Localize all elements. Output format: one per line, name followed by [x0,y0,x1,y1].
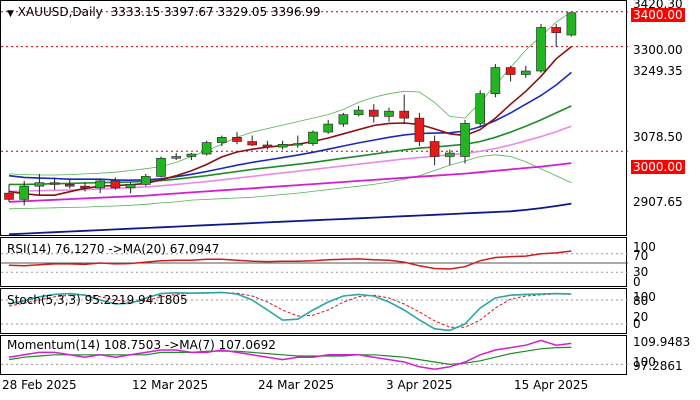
candle-body [308,131,318,144]
candle-body [186,153,197,157]
rsi-axis: 100 70 30 0 [627,237,700,289]
stoch-label-80: 80 [633,294,649,308]
candle-body [125,184,136,189]
candle-body [49,182,60,185]
rsi-label-0: 0 [633,275,641,289]
candle-body [201,142,212,155]
candle-body [34,182,45,187]
date-label-2: 12 Mar 2025 [132,378,209,392]
candle-body [217,137,227,143]
candle-body [444,152,455,157]
momentum-chart-svg [1,339,628,370]
candle-body [414,117,425,142]
date-label-3: 24 Mar 2025 [258,378,335,392]
momentum-label-100: 100 [633,355,656,369]
ma-line-dark-red [8,45,572,196]
momentum-label-97: 97.2861 [633,359,683,373]
rsi-chart-svg [1,250,628,273]
candle-body [277,143,288,148]
candle-body [551,27,562,33]
price-panel-title: ▼ XAUUSD,Daily 3333.15 3397.67 3329.05 3… [7,5,321,19]
ohlc-label: 3333.15 3397.67 3329.05 3396.99 [110,5,321,19]
ma-line-band-dn [8,154,572,210]
stoch-label-0: 0 [633,317,641,331]
rsi-panel[interactable]: RSI(14) 76.1270 ->MA(20) 67.0947 [0,237,628,287]
price-label-3249: 3249.35 [633,64,683,78]
rsi-panel-title: RSI(14) 76.1270 ->MA(20) 67.0947 [7,242,220,256]
ma-line-magenta [8,162,572,203]
candle-body [232,137,242,142]
candle-body [353,109,364,115]
candle-body [520,70,531,75]
rsi-label-30: 30 [633,265,649,279]
momentum-panel[interactable]: Momentum(14) 108.7503 ->MA(7) 107.0692 [0,335,628,375]
price-label-3078: 3078.50 [633,130,683,144]
stoch-panel-title: Stoch(5,3,3) 95.2219 94.1805 [7,293,188,307]
candle-body [384,110,394,117]
rsi-label-70: 70 [633,249,649,263]
date-label-1: 28 Feb 2025 [2,378,77,392]
date-label-4: 3 Apr 2025 [386,378,453,392]
candle-body [141,176,151,185]
momentum-panel-title: Momentum(14) 108.7503 ->MA(7) 107.0692 [7,338,276,352]
candle-body [490,67,501,95]
candle-body [65,184,75,187]
candle-body [80,185,90,189]
candle-body [262,144,273,148]
price-chart-svg [1,11,628,236]
price-panel[interactable]: ▼ XAUUSD,Daily 3333.15 3397.67 3329.05 3… [0,0,628,236]
stoch-label-100: 100 [633,290,656,304]
price-tag-3000: 3000.00 [631,160,685,174]
stoch-label-20: 20 [633,310,649,324]
stoch-panel[interactable]: Stoch(5,3,3) 95.2219 94.1805 [0,288,628,334]
candle-body [460,123,470,157]
ma-line-navy [8,202,572,236]
candle-body [338,114,349,125]
candle-body [368,109,379,117]
candle-body [292,143,303,146]
stoch-main-line [8,291,572,332]
ma-line-blue [8,71,572,182]
price-label-2907: 2907.65 [633,195,683,209]
candle-body [95,180,105,189]
symbol-label: XAUUSD,Daily [17,5,103,19]
momentum-axis: 109.9483 100 97.2861 [627,335,700,375]
candle-body [247,141,257,146]
candle-body [536,27,546,72]
momentum-label-109: 109.9483 [633,335,691,349]
candle-body [399,110,410,119]
candle-body [110,180,121,189]
rsi-label-100: 100 [633,240,656,254]
momentum-main-line [8,339,572,370]
date-label-5: 15 Apr 2025 [514,378,589,392]
stoch-chart-svg [1,291,628,332]
rsi-line [8,250,572,270]
candle-body [429,141,440,157]
candle-body [19,185,30,200]
stoch-axis: 100 80 20 0 [627,288,700,334]
candle-body [4,192,14,200]
candle-body [156,157,166,177]
candle-body [505,67,516,75]
candle-body [475,93,486,124]
dropdown-triangle-icon[interactable]: ▼ [7,9,14,19]
price-label-3420: 3420.30 [633,0,683,11]
price-tag-3300: 3300.00 [631,43,685,57]
stoch-signal-line [8,292,572,328]
candle-body [566,12,577,36]
candle-body [323,123,334,133]
price-axis[interactable]: 3420.30 3400.00 3300.00 3249.35 3078.50 … [627,0,700,236]
price-tag-3400: 3400.00 [631,8,685,22]
candle-body [171,156,181,159]
ma-line-pink [8,125,572,193]
